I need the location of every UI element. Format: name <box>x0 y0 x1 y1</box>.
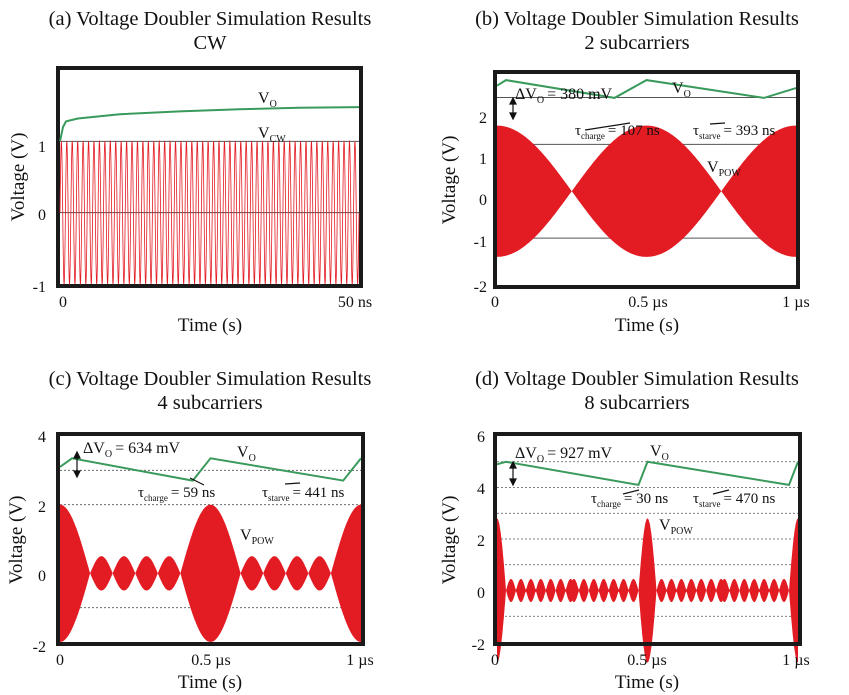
panel-b-tc-label: τcharge = 107 ns <box>575 123 660 141</box>
panel-c-tc-label: τcharge = 59 ns <box>138 485 215 503</box>
panel-a-ytick-0: 0 <box>38 207 46 224</box>
panel-d-tc-label: τcharge = 30 ns <box>591 491 668 509</box>
panel-b-frame <box>493 70 800 289</box>
panel-d-ytick-0: 0 <box>477 585 485 602</box>
panel-b-xlabel: Time (s) <box>615 315 679 336</box>
panel-d-xtick-1: 1 µs <box>782 652 809 669</box>
panel-c-ylabel: Voltage (V) <box>6 496 27 585</box>
panel-d-dv-label: ΔVO = 927 mV <box>515 445 613 465</box>
panel-d-vo-label: VO <box>650 443 669 463</box>
panel-d-svg: ΔVO = 927 mV VO τcharge = 30 ns τstarve = 4… <box>439 429 810 693</box>
panel-d: (d) Voltage Doubler Simulation Results 8… <box>425 350 849 695</box>
panel-d-xtick-0: 0 <box>491 652 499 669</box>
panel-d-ylabel: Voltage (V) <box>439 496 460 585</box>
panel-b-ytick-0: 0 <box>479 192 487 209</box>
panel-d-subtitle: 8 subcarriers <box>584 392 690 414</box>
panel-d-frame <box>493 432 802 646</box>
panel-b: (b) Voltage Doubler Simulation Results 2… <box>425 0 849 345</box>
panel-a-vcw-line <box>59 140 360 286</box>
panel-c-ts-label: τstarve = 441 ns <box>262 485 344 503</box>
panel-b-xtick-0: 0 <box>491 294 499 311</box>
panel-b-subtitle: 2 subcarriers <box>584 32 690 54</box>
panel-b-envelope <box>497 125 796 257</box>
panel-c-ytick-4: 4 <box>38 429 46 446</box>
panel-c-vo-line <box>59 457 362 482</box>
panel-d-ytick-2: 2 <box>477 533 485 550</box>
panel-b-dv-label: ΔVO = 380 mV <box>515 86 613 106</box>
panel-c-subtitle: 4 subcarriers <box>157 392 263 414</box>
panel-c-ytick-m2: -2 <box>33 639 46 656</box>
panel-d-xtick-05: 0.5 µs <box>627 652 666 669</box>
panel-d-ytick-4: 4 <box>477 481 485 498</box>
panel-d-title: (d) Voltage Doubler Simulation Results <box>475 368 799 390</box>
panel-a-ytick-1: 1 <box>38 139 46 156</box>
panel-b-xtick-1: 1 µs <box>782 294 809 311</box>
panel-c-vo-label: VO <box>237 444 256 464</box>
panel-c-svg: ΔVO = 634 mV VO τcharge = 59 ns τstarve = 4… <box>6 429 374 693</box>
panel-c-annotations <box>73 450 301 486</box>
panel-b-vo-label: VO <box>672 80 691 100</box>
panel-d-envelope <box>497 518 798 663</box>
panel-b-title: (b) Voltage Doubler Simulation Results <box>475 8 799 30</box>
panel-a-frame <box>56 66 363 288</box>
panel-b-svg: ΔVO = 380 mV VO τcharge = 107 ns τstarve = … <box>439 70 810 336</box>
panel-d-annotations <box>509 460 730 495</box>
panel-a: (a) Voltage Doubler Simulation Results C… <box>0 0 420 345</box>
panel-b-ylabel: Voltage (V) <box>439 136 460 225</box>
panel-c-frame <box>56 432 365 646</box>
panel-a-xtick-0: 0 <box>59 294 67 311</box>
panel-b-annotations <box>509 96 726 131</box>
panel-b-ytick-2: 2 <box>479 110 487 127</box>
panel-c-xtick-0: 0 <box>56 652 64 669</box>
panel-a-vo-line <box>59 106 360 142</box>
panel-d-xlabel: Time (s) <box>615 672 679 693</box>
panel-b-ytick-m2: -2 <box>474 279 487 296</box>
panel-a-xlabel: Time (s) <box>178 315 242 336</box>
panel-c-envelope <box>60 504 361 642</box>
panel-b-vo-line <box>496 79 797 99</box>
panel-c-vpow-label: VPOW <box>240 527 274 547</box>
panel-b-ytick-1: 1 <box>479 151 487 168</box>
panel-c-dv-label: ΔVO = 634 mV <box>83 440 181 460</box>
panel-a-label-vo: VO <box>258 90 277 110</box>
panel-c-xlabel: Time (s) <box>178 672 242 693</box>
panel-c-ytick-0: 0 <box>38 568 46 585</box>
panel-a-wave <box>59 140 360 286</box>
panel-b-vpow-label: VPOW <box>707 159 741 179</box>
panel-a-svg: 1 0 -1 0 50 ns Time (s) Voltage (V) VO V… <box>8 66 372 336</box>
panel-a-ytick-m1: -1 <box>33 279 46 296</box>
panel-b-ts-label: τstarve = 393 ns <box>693 123 775 141</box>
panel-d-ts-label: τstarve = 470 ns <box>693 491 775 509</box>
panel-d-vpow-label: VPOW <box>659 517 693 537</box>
panel-a-title: (a) Voltage Doubler Simulation Results <box>48 8 372 30</box>
panel-a-subtitle: CW <box>193 32 227 54</box>
panel-a-xtick-50: 50 ns <box>338 294 372 311</box>
panel-c-title: (c) Voltage Doubler Simulation Results <box>48 368 372 390</box>
panel-d-ytick-6: 6 <box>477 429 485 446</box>
panel-a-label-vcw: VCW <box>258 125 286 145</box>
panel-b-ytick-m1: -1 <box>474 234 487 251</box>
panel-d-vo-line <box>496 460 799 487</box>
panel-c-xtick-05: 0.5 µs <box>191 652 230 669</box>
panel-c-ytick-2: 2 <box>38 499 46 516</box>
panel-d-ytick-m2: -2 <box>472 637 485 654</box>
panel-c: (c) Voltage Doubler Simulation Results 4… <box>0 350 420 695</box>
panel-c-xtick-1: 1 µs <box>346 652 373 669</box>
panel-b-xtick-05: 0.5 µs <box>628 294 667 311</box>
panel-a-ylabel: Voltage (V) <box>8 133 29 222</box>
